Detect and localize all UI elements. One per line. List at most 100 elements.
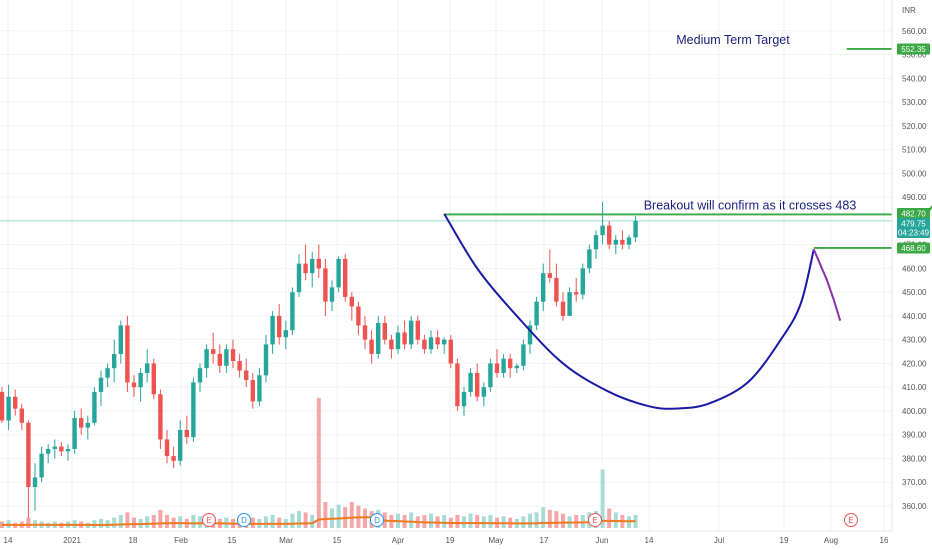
candle-body bbox=[204, 349, 209, 369]
candle-body bbox=[488, 363, 493, 388]
x-tick-label: 14 bbox=[645, 536, 654, 545]
x-tick-label: 15 bbox=[228, 536, 237, 545]
volume-bar bbox=[165, 515, 169, 528]
candle-body bbox=[600, 225, 605, 236]
candle-body bbox=[59, 446, 64, 452]
candle-body bbox=[501, 358, 506, 373]
candle-body bbox=[448, 339, 453, 364]
time-axis: 14 2021 18 Feb 15 Mar 15 Apr 19 May 17 Jun 14 Jul 19 Au… bbox=[4, 536, 889, 545]
candle-body bbox=[560, 301, 566, 316]
y-tick-label: 370.00 bbox=[902, 478, 927, 487]
candle-body bbox=[46, 448, 51, 454]
candle-body bbox=[85, 422, 90, 428]
volume-bar bbox=[455, 515, 460, 528]
x-tick-label: Apr bbox=[392, 536, 405, 545]
candle-body bbox=[145, 363, 150, 373]
x-tick-label: 17 bbox=[540, 536, 549, 545]
candle-body bbox=[39, 453, 44, 478]
breakout-annotation: Breakout will confirm as it crosses 483 bbox=[644, 198, 857, 212]
y-tick-label: 460.00 bbox=[902, 264, 927, 273]
candle-body bbox=[211, 349, 216, 354]
candle-body bbox=[138, 372, 143, 388]
candle-body bbox=[105, 368, 110, 378]
candle-body bbox=[224, 349, 229, 366]
candle-body bbox=[574, 292, 579, 295]
x-tick-label: 19 bbox=[446, 536, 455, 545]
candle-body bbox=[151, 363, 156, 395]
candle-body bbox=[541, 273, 546, 302]
volume-bar bbox=[534, 512, 539, 528]
volume-bar bbox=[277, 517, 282, 528]
x-tick-label: 16 bbox=[880, 536, 889, 545]
candle-body bbox=[65, 448, 71, 452]
candle-body bbox=[521, 344, 526, 366]
volume-bar bbox=[99, 518, 103, 528]
earnings-marker bbox=[202, 513, 216, 527]
y-tick-label: 510.00 bbox=[902, 146, 927, 155]
earnings-marker bbox=[844, 513, 858, 527]
x-tick-label: Feb bbox=[174, 536, 188, 545]
event-marker-label: D bbox=[374, 516, 380, 525]
volume-bar bbox=[125, 512, 130, 528]
candle-body bbox=[422, 339, 427, 350]
volume-bar bbox=[118, 515, 123, 528]
candle-body bbox=[593, 235, 599, 250]
x-tick-label: 19 bbox=[780, 536, 789, 545]
x-tick-label: 15 bbox=[333, 536, 342, 545]
y-tick-label: 430.00 bbox=[902, 336, 927, 345]
candle-body bbox=[554, 277, 559, 302]
x-tick-label: Jul bbox=[714, 536, 724, 545]
candles bbox=[0, 201, 638, 518]
volume-bar bbox=[151, 515, 156, 528]
candle-body bbox=[468, 372, 473, 392]
candle-body bbox=[323, 268, 328, 302]
candle-body bbox=[52, 446, 57, 449]
volume-bar bbox=[112, 517, 117, 528]
candle-body bbox=[475, 372, 480, 397]
candle-body bbox=[336, 258, 341, 288]
candle-body bbox=[277, 315, 282, 338]
candle-body bbox=[178, 429, 183, 461]
volume-bar bbox=[409, 512, 414, 528]
cup-curve bbox=[443, 213, 815, 410]
candle-body bbox=[435, 337, 440, 345]
candle-body bbox=[455, 363, 460, 407]
volume-bar bbox=[303, 512, 308, 528]
volume-bar bbox=[600, 469, 605, 528]
volume-bar bbox=[547, 509, 552, 528]
candle-body bbox=[494, 363, 500, 373]
price-label-box bbox=[897, 207, 930, 219]
candle-body bbox=[98, 377, 104, 392]
candle-body bbox=[164, 439, 170, 457]
candle-body bbox=[633, 220, 638, 238]
price-label-box bbox=[897, 226, 930, 238]
volume-bar bbox=[145, 516, 150, 528]
volume-bar bbox=[310, 515, 315, 528]
candle-body bbox=[626, 237, 632, 245]
y-tick-label: 410.00 bbox=[902, 383, 927, 392]
candle-body bbox=[402, 332, 407, 345]
price-label: 04:23:49 bbox=[898, 228, 930, 237]
candle-body bbox=[547, 273, 552, 278]
candle-body bbox=[376, 323, 381, 354]
candle-body bbox=[32, 477, 38, 487]
x-tick-label: 2021 bbox=[63, 536, 81, 545]
candle-body bbox=[244, 370, 249, 381]
candle-body bbox=[310, 258, 315, 274]
dividend-marker bbox=[370, 513, 384, 527]
volume-bar bbox=[316, 398, 321, 528]
candle-body bbox=[534, 301, 539, 326]
candle-body bbox=[296, 263, 302, 293]
price-label: 482.70 bbox=[901, 209, 926, 218]
candle-body bbox=[230, 349, 236, 362]
volume-bar bbox=[429, 513, 433, 528]
volume-bar bbox=[290, 513, 295, 528]
volume-bar bbox=[442, 515, 447, 528]
candle-body bbox=[514, 365, 519, 369]
candle-body bbox=[237, 361, 242, 371]
event-marker-label: E bbox=[848, 516, 853, 525]
candle-body bbox=[580, 268, 585, 295]
